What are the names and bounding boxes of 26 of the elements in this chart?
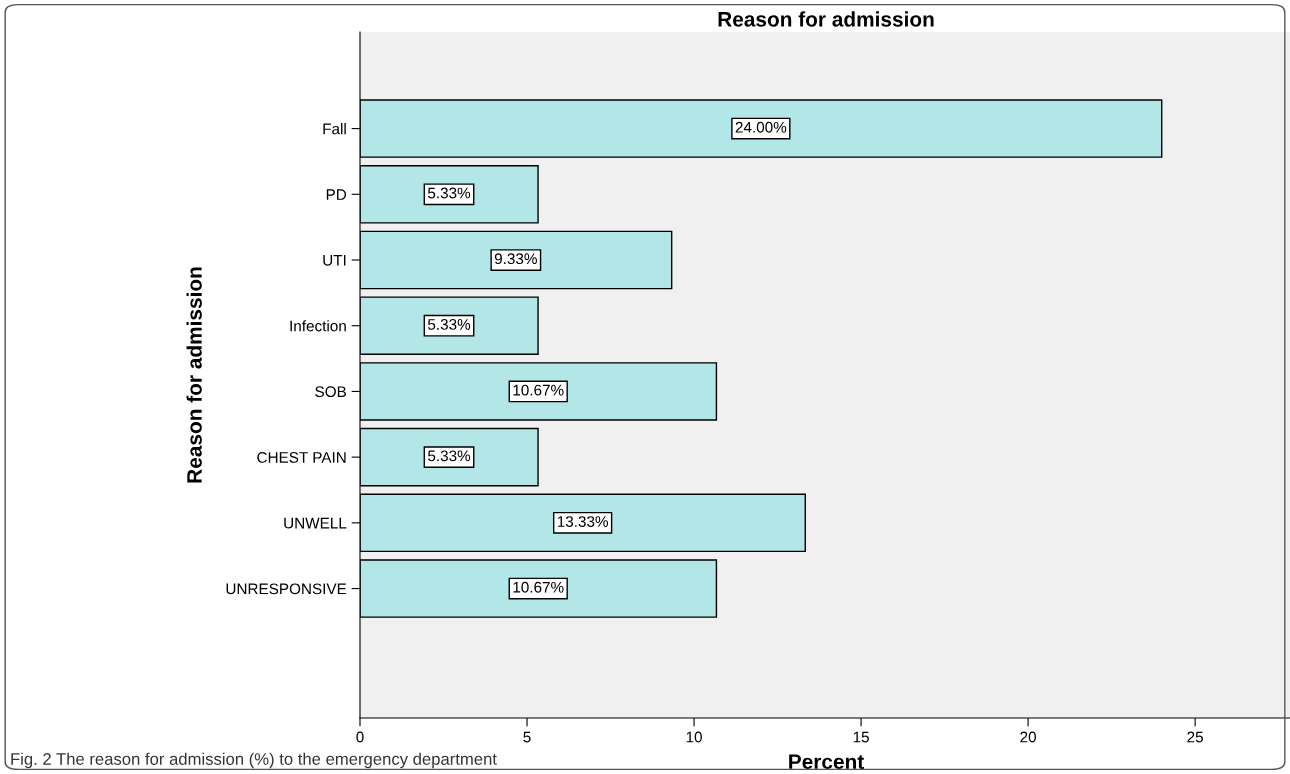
data-label: 9.33% xyxy=(494,253,537,265)
y-tick-label: SOB xyxy=(315,386,346,398)
data-label: 10.67% xyxy=(513,581,564,593)
y-axis-title: Reason for admission xyxy=(186,267,202,483)
data-label: 24.00% xyxy=(735,121,787,133)
data-label: 13.33% xyxy=(557,516,609,527)
y-tick-label: Fall xyxy=(323,123,346,135)
x-tick-label: 10 xyxy=(686,731,702,743)
data-label: 5.33% xyxy=(427,319,471,330)
x-tick-label: 5 xyxy=(523,731,531,743)
y-tick-label: PD xyxy=(326,189,347,200)
x-tick-label: 0 xyxy=(356,731,364,743)
x-axis-title: Percent xyxy=(789,754,864,770)
x-tick-label: 15 xyxy=(853,731,869,743)
data-label: 5.33% xyxy=(427,450,471,462)
chart-title: Reason for admission xyxy=(718,11,934,27)
x-tick-label: 25 xyxy=(1187,731,1203,743)
data-label: 10.67% xyxy=(513,384,564,396)
y-tick-label: UNWELL xyxy=(284,517,347,529)
data-label: 5.33% xyxy=(427,187,471,199)
x-tick-label: 20 xyxy=(1020,731,1036,743)
caption: Fig. 2 The reason for admission (%) to the emergency department xyxy=(11,752,497,769)
y-tick-label: CHEST PAIN xyxy=(257,452,346,463)
y-tick-label: UNRESPONSIVE xyxy=(226,583,347,595)
y-tick-label: Infection xyxy=(290,320,346,332)
y-tick-label: UTI xyxy=(323,255,346,266)
